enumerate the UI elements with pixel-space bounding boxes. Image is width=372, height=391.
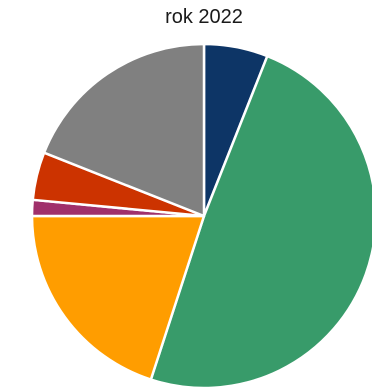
- chart-title: rok 2022: [165, 6, 243, 28]
- pie-slices: [30, 42, 372, 390]
- pie-slice-3: [30, 214, 206, 381]
- pie-slice-2: [149, 54, 372, 390]
- pie-slice-6: [42, 42, 206, 218]
